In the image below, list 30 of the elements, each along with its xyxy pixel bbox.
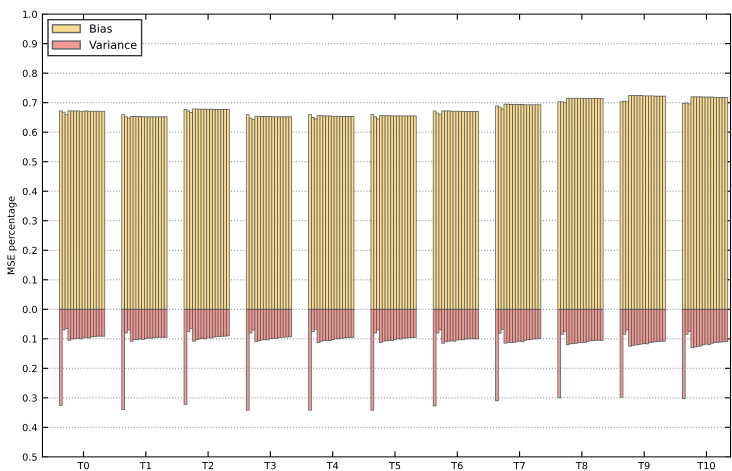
x-tick-label: T0 bbox=[77, 462, 89, 470]
x-tick-label: T10 bbox=[697, 462, 715, 470]
y-tick-label: 0.1 bbox=[22, 276, 37, 284]
y-tick-label: 0.4 bbox=[22, 424, 38, 432]
legend-label: Bias bbox=[90, 24, 112, 33]
y-tick-label: 0.7 bbox=[22, 99, 37, 107]
y-tick-label: 0.2 bbox=[22, 364, 37, 372]
y-tick-label: 0.6 bbox=[22, 128, 37, 136]
x-tick-label: T9 bbox=[638, 462, 650, 470]
x-tick-label: T8 bbox=[576, 462, 588, 470]
x-tick-label: T6 bbox=[451, 462, 463, 470]
y-tick-label: 0.9 bbox=[22, 40, 37, 48]
y-tick-label: 0.8 bbox=[22, 70, 37, 77]
x-tick-label: T5 bbox=[388, 462, 400, 470]
legend-label: Variance bbox=[89, 40, 137, 50]
x-tick-label: T3 bbox=[264, 462, 276, 470]
x-tick-label: T4 bbox=[326, 462, 338, 470]
y-tick-label: 1.0 bbox=[23, 10, 37, 18]
y-tick-label: 0.5 bbox=[22, 453, 37, 461]
y-tick-label: 0.0 bbox=[22, 306, 37, 314]
y-tick-label: 0.1 bbox=[22, 335, 37, 343]
y-tick-label: 0.2 bbox=[22, 246, 37, 254]
x-tick-label: T7 bbox=[513, 462, 525, 470]
y-tick-label: 0.4 bbox=[22, 188, 38, 196]
x-tick-label: T1 bbox=[140, 462, 151, 470]
y-tick-label: 0.3 bbox=[22, 394, 37, 402]
y-axis-title: MSE percentage bbox=[7, 196, 17, 274]
y-tick-label: 0.5 bbox=[22, 158, 37, 166]
x-tick-label: T2 bbox=[202, 462, 214, 470]
y-tick-label: 0.3 bbox=[22, 217, 37, 225]
